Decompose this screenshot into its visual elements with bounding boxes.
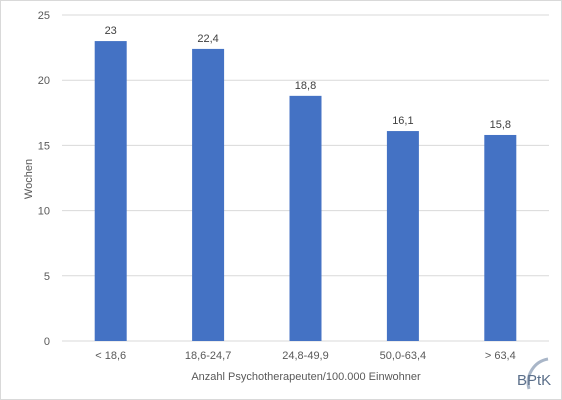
- bar: [94, 41, 127, 342]
- data-label: 15,8: [490, 119, 511, 131]
- x-axis-title: Anzahl Psychotherapeuten/100.000 Einwohn…: [191, 371, 421, 383]
- bars: [94, 41, 517, 342]
- y-axis-title: Wochen: [23, 159, 35, 199]
- bar: [289, 95, 322, 342]
- y-axis-ticks: 0 5 10 15 20 25: [38, 10, 50, 348]
- x-tick-label: 18,6-24,7: [185, 350, 231, 362]
- x-tick-label: 24,8-49,9: [282, 350, 328, 362]
- bar: [386, 131, 419, 341]
- logo-arc-icon: [526, 357, 549, 390]
- y-tick-label: 0: [44, 336, 50, 348]
- y-tick-label: 25: [38, 10, 50, 22]
- bptk-logo: BPtK: [517, 357, 551, 390]
- y-tick-label: 5: [44, 271, 50, 283]
- y-tick-label: 15: [38, 140, 50, 152]
- bar: [192, 48, 225, 342]
- y-tick-label: 10: [38, 206, 50, 218]
- x-tick-label: > 63,4: [485, 350, 516, 362]
- data-label: 18,8: [295, 80, 316, 92]
- y-tick-label: 20: [38, 75, 50, 87]
- data-label: 22,4: [197, 33, 218, 45]
- x-axis-ticks: < 18,6 18,6-24,7 24,8-49,9 50,0-63,4 > 63,4: [95, 350, 515, 362]
- x-tick-label: < 18,6: [95, 350, 126, 362]
- x-tick-label: 50,0-63,4: [380, 350, 426, 362]
- logo-text: BPtK: [517, 372, 551, 389]
- data-label: 23: [105, 25, 117, 37]
- bar: [484, 134, 517, 341]
- data-label: 16,1: [392, 115, 413, 127]
- data-labels: 23 22,4 18,8 16,1 15,8: [105, 25, 511, 131]
